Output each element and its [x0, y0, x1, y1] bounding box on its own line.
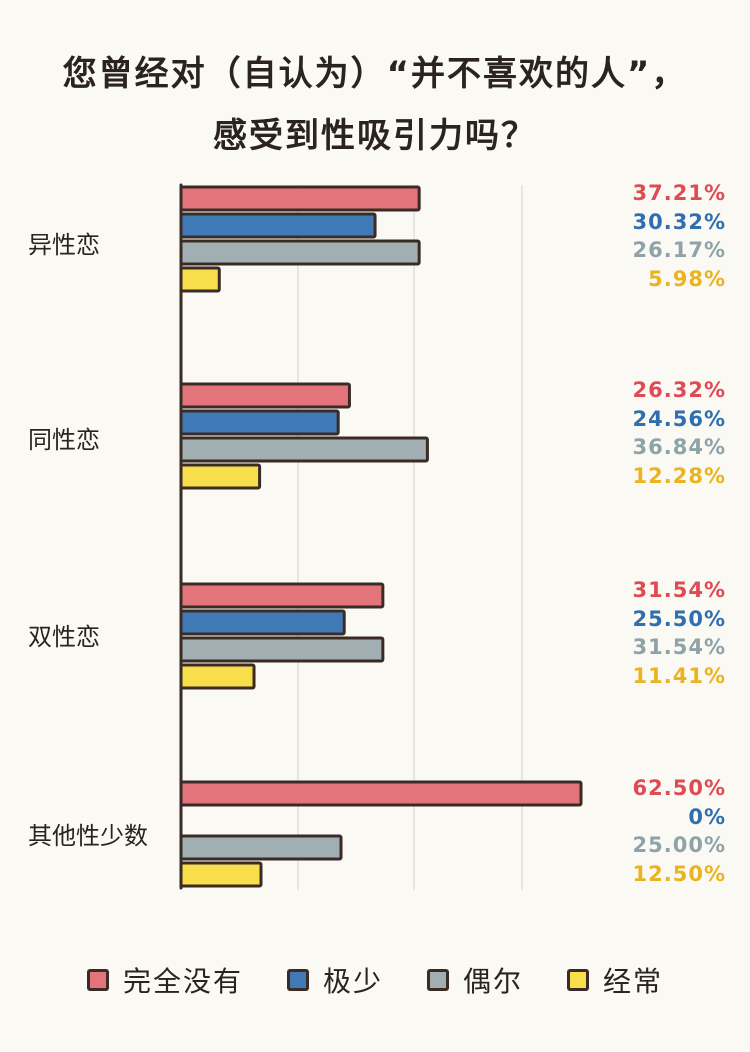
chart-title-line-1: 您曾经对（自认为）“并不喜欢的人”，: [62, 54, 688, 94]
bar-2-2: [179, 636, 385, 663]
bar-2-3: [179, 663, 256, 690]
category-label: 同性恋: [28, 426, 100, 454]
category-label: 双性恋: [28, 623, 100, 651]
legend: 完全没有 极少 偶尔 经常: [0, 960, 750, 1000]
value-label-group: 31.54% 25.50% 31.54% 11.41%: [633, 576, 726, 690]
value-label-group: 26.32% 24.56% 36.84% 12.28%: [633, 376, 726, 490]
value-label: 26.32%: [632, 378, 726, 402]
legend-item-rarely: 极少: [286, 960, 383, 1000]
bar-1-0: [179, 382, 351, 409]
legend-swatch-often: [567, 969, 590, 991]
bar-1-3: [179, 463, 262, 490]
category-label: 异性恋: [28, 231, 100, 259]
chart-title-line-2: 感受到性吸引力吗？: [213, 116, 537, 156]
bar-0-2: [179, 239, 421, 266]
value-label: 25.00%: [632, 833, 726, 857]
legend-item-sometimes: 偶尔: [427, 960, 523, 1000]
legend-swatch-rarely: [286, 969, 309, 991]
bar-0-1: [179, 212, 377, 239]
value-label: 26.17%: [632, 238, 726, 262]
legend-label-often: 经常: [603, 965, 664, 998]
value-label: 31.54%: [632, 635, 726, 659]
value-label: 31.54%: [632, 578, 726, 602]
bar-0-3: [179, 266, 221, 293]
legend-item-none: 完全没有: [86, 960, 243, 1000]
value-label: 37.21%: [632, 181, 726, 205]
value-label-group: 62.50% 0% 25.00% 12.50%: [633, 774, 726, 888]
legend-swatch-none: [86, 969, 109, 991]
legend-label-sometimes: 偶尔: [463, 965, 524, 998]
bar-3-0: [179, 780, 583, 807]
value-label: 30.32%: [632, 209, 726, 234]
value-label: 62.50%: [632, 776, 726, 800]
bar-1-2: [179, 436, 429, 463]
legend-label-none: 完全没有: [122, 965, 243, 998]
value-label: 11.41%: [632, 663, 726, 688]
value-label: 36.84%: [632, 435, 726, 459]
bar-2-1: [179, 609, 346, 636]
bar-3-3: [179, 861, 263, 888]
legend-label-rarely: 极少: [322, 965, 383, 998]
value-label: 24.56%: [632, 406, 726, 431]
bar-1-1: [179, 409, 340, 436]
legend-item-often: 经常: [567, 960, 663, 1000]
value-label: 5.98%: [648, 266, 726, 291]
bar-0-0: [179, 185, 421, 212]
value-label-group: 37.21% 30.32% 26.17% 5.98%: [633, 179, 726, 293]
bar-2-0: [179, 582, 385, 609]
legend-swatch-sometimes: [427, 969, 449, 991]
value-label: 12.28%: [632, 463, 726, 488]
category-label: 其他性少数: [28, 822, 148, 850]
value-label: 0%: [688, 804, 726, 829]
bar-3-2: [179, 834, 343, 861]
value-label: 12.50%: [632, 861, 726, 886]
value-label: 25.50%: [632, 606, 726, 631]
